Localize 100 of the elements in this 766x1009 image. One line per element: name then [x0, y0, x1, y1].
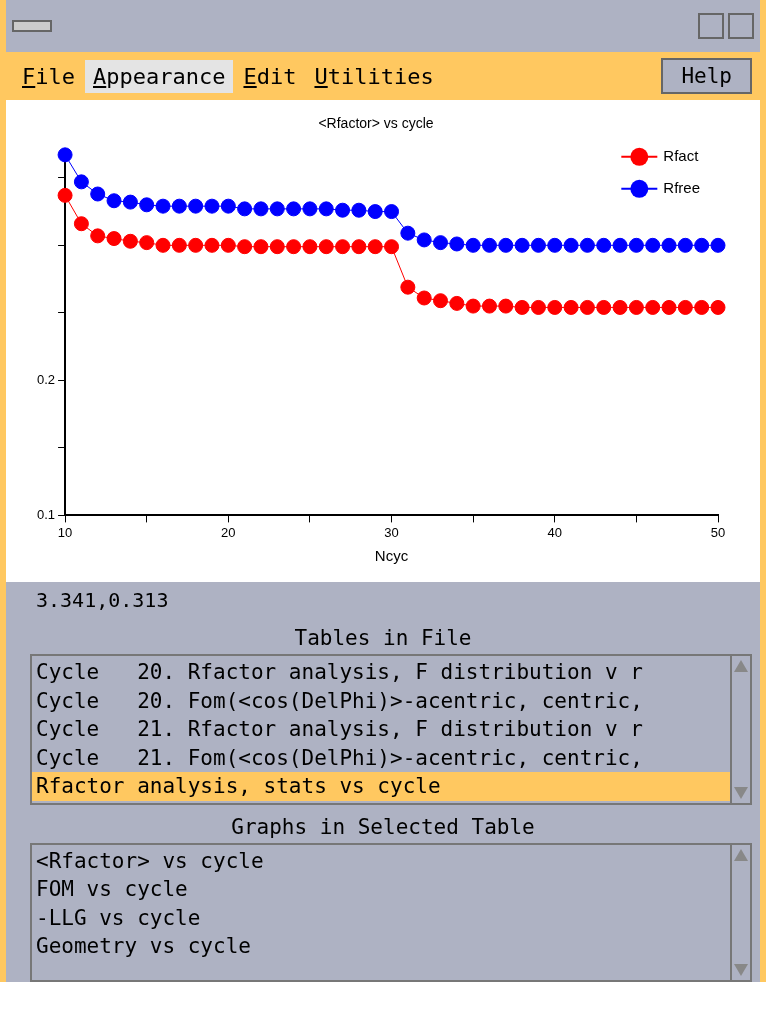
point	[237, 239, 253, 255]
point	[563, 237, 579, 253]
point	[367, 204, 383, 220]
point	[253, 201, 269, 217]
point	[286, 239, 302, 255]
text: Cycle 20. Fom(<cos(DelPhi)>-acentric, centric,	[35, 687, 644, 715]
text: Cycle 20. Rfactor analysis, F distribution v r	[35, 659, 644, 686]
point	[661, 237, 677, 253]
point	[384, 239, 400, 255]
x-tick-label: 20	[221, 524, 236, 540]
text: File	[21, 62, 76, 91]
x-tick-label: 10	[57, 524, 73, 540]
legend-label: Rfact	[663, 146, 700, 164]
point	[481, 237, 497, 253]
point	[57, 147, 73, 163]
point	[433, 293, 449, 309]
point	[106, 193, 122, 209]
point	[710, 299, 726, 315]
text: Appearance	[85, 59, 234, 93]
point	[514, 299, 530, 315]
point	[171, 198, 187, 214]
point	[612, 237, 628, 253]
point	[400, 225, 416, 241]
point	[579, 237, 595, 253]
point	[139, 235, 155, 251]
text: -LLG vs cycle	[35, 904, 202, 932]
point	[204, 198, 220, 214]
point	[596, 237, 612, 253]
point	[547, 299, 563, 315]
point	[384, 204, 400, 220]
point	[645, 237, 661, 253]
point	[122, 194, 138, 210]
point	[416, 290, 432, 306]
point	[139, 197, 155, 213]
point	[220, 237, 236, 253]
point	[677, 237, 693, 253]
x-tick-label: 50	[710, 524, 726, 540]
text: Tables in File	[293, 625, 473, 652]
point	[73, 174, 89, 190]
x-tick-label: 40	[547, 524, 562, 540]
text: Help	[661, 58, 752, 94]
point	[514, 237, 530, 253]
point	[481, 298, 497, 314]
point	[351, 239, 367, 255]
point	[237, 201, 253, 217]
text: Geometry vs cycle	[35, 933, 252, 960]
point	[122, 233, 138, 249]
point	[449, 236, 465, 252]
point	[710, 237, 726, 253]
point	[661, 299, 677, 315]
point	[106, 231, 122, 247]
point	[645, 299, 661, 315]
point	[351, 202, 367, 218]
legend-label: Rfree	[663, 178, 701, 196]
point	[694, 299, 710, 315]
point	[57, 187, 73, 203]
point	[465, 237, 481, 253]
point	[73, 216, 89, 232]
point	[318, 201, 334, 217]
point	[677, 299, 693, 315]
point	[498, 298, 514, 314]
point	[367, 239, 383, 255]
point	[400, 279, 416, 295]
point	[220, 198, 236, 214]
point	[416, 232, 432, 248]
point	[90, 228, 106, 244]
point	[302, 239, 318, 255]
point	[547, 237, 563, 253]
text: Utilities	[313, 62, 435, 91]
point	[628, 237, 644, 253]
point	[90, 186, 106, 202]
point	[286, 201, 302, 217]
point	[171, 237, 187, 253]
x-tick-label: 30	[384, 524, 399, 540]
point	[302, 201, 318, 217]
point	[694, 237, 710, 253]
point	[269, 239, 285, 255]
point	[449, 295, 465, 311]
point	[335, 239, 351, 255]
text: Edit	[242, 62, 298, 91]
chart-title: <Rfactor> vs cycle	[318, 115, 434, 132]
point	[596, 299, 612, 315]
point	[188, 237, 204, 253]
point	[269, 201, 285, 217]
text: Cycle 21. Rfactor analysis, F distribution v r	[35, 716, 644, 743]
point	[155, 198, 171, 214]
y-tick-label: 0.2	[36, 371, 56, 387]
point	[253, 239, 269, 255]
point	[530, 299, 546, 315]
text: 3.341,0.313	[36, 588, 169, 612]
text: <Rfactor> vs cycle	[35, 847, 265, 875]
text: Graphs in Selected Table	[230, 813, 536, 841]
y-tick-label: 0.1	[36, 506, 56, 522]
point	[465, 298, 481, 314]
point	[335, 202, 351, 218]
point	[612, 299, 628, 315]
text: FOM vs cycle	[35, 876, 189, 903]
x-axis-title: Ncyc	[374, 547, 409, 565]
point	[188, 198, 204, 214]
point	[530, 237, 546, 253]
